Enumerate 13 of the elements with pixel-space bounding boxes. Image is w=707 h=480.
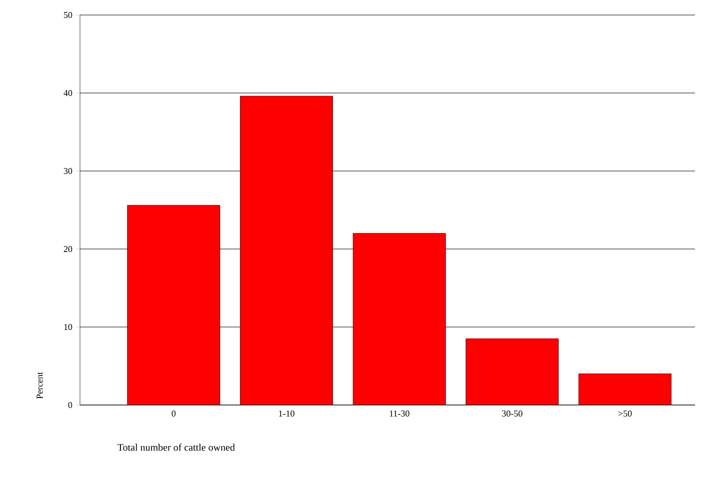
x-axis-title: Total number of cattle owned [118,444,235,451]
x-tick-label: 30-50 [502,410,522,417]
y-tick-label: 40 [64,90,72,96]
y-axis-title: Percent [36,372,43,399]
y-tick-label: 50 [64,12,72,18]
y-tick-label: 0 [68,402,72,408]
y-tick-label: 10 [64,324,72,330]
x-tick-label: 0 [172,410,176,417]
x-tick-label: 11-30 [390,410,410,417]
x-tick-label: >50 [618,410,632,417]
y-tick-label: 20 [64,246,72,252]
x-tick-label: 1-10 [279,410,294,417]
y-tick-label: 30 [64,168,72,174]
